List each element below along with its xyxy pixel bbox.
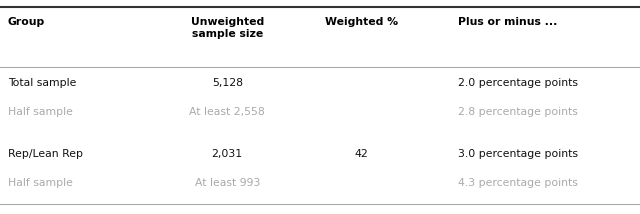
- Text: Total sample: Total sample: [8, 78, 76, 88]
- Text: At least 2,558: At least 2,558: [189, 107, 265, 117]
- Text: Weighted %: Weighted %: [325, 17, 398, 27]
- Text: Unweighted
sample size: Unweighted sample size: [191, 17, 264, 39]
- Text: Half sample: Half sample: [8, 178, 72, 188]
- Text: Group: Group: [8, 17, 45, 27]
- Text: At least 993: At least 993: [195, 178, 260, 188]
- Text: 2,031: 2,031: [212, 149, 243, 159]
- Text: 2.8 percentage points: 2.8 percentage points: [458, 107, 577, 117]
- Text: 3.0 percentage points: 3.0 percentage points: [458, 149, 577, 159]
- Text: Plus or minus ...: Plus or minus ...: [458, 17, 557, 27]
- Text: Half sample: Half sample: [8, 107, 72, 117]
- Text: 42: 42: [355, 149, 369, 159]
- Text: 2.0 percentage points: 2.0 percentage points: [458, 78, 577, 88]
- Text: 4.3 percentage points: 4.3 percentage points: [458, 178, 577, 188]
- Text: 5,128: 5,128: [212, 78, 243, 88]
- Text: Rep/Lean Rep: Rep/Lean Rep: [8, 149, 83, 159]
